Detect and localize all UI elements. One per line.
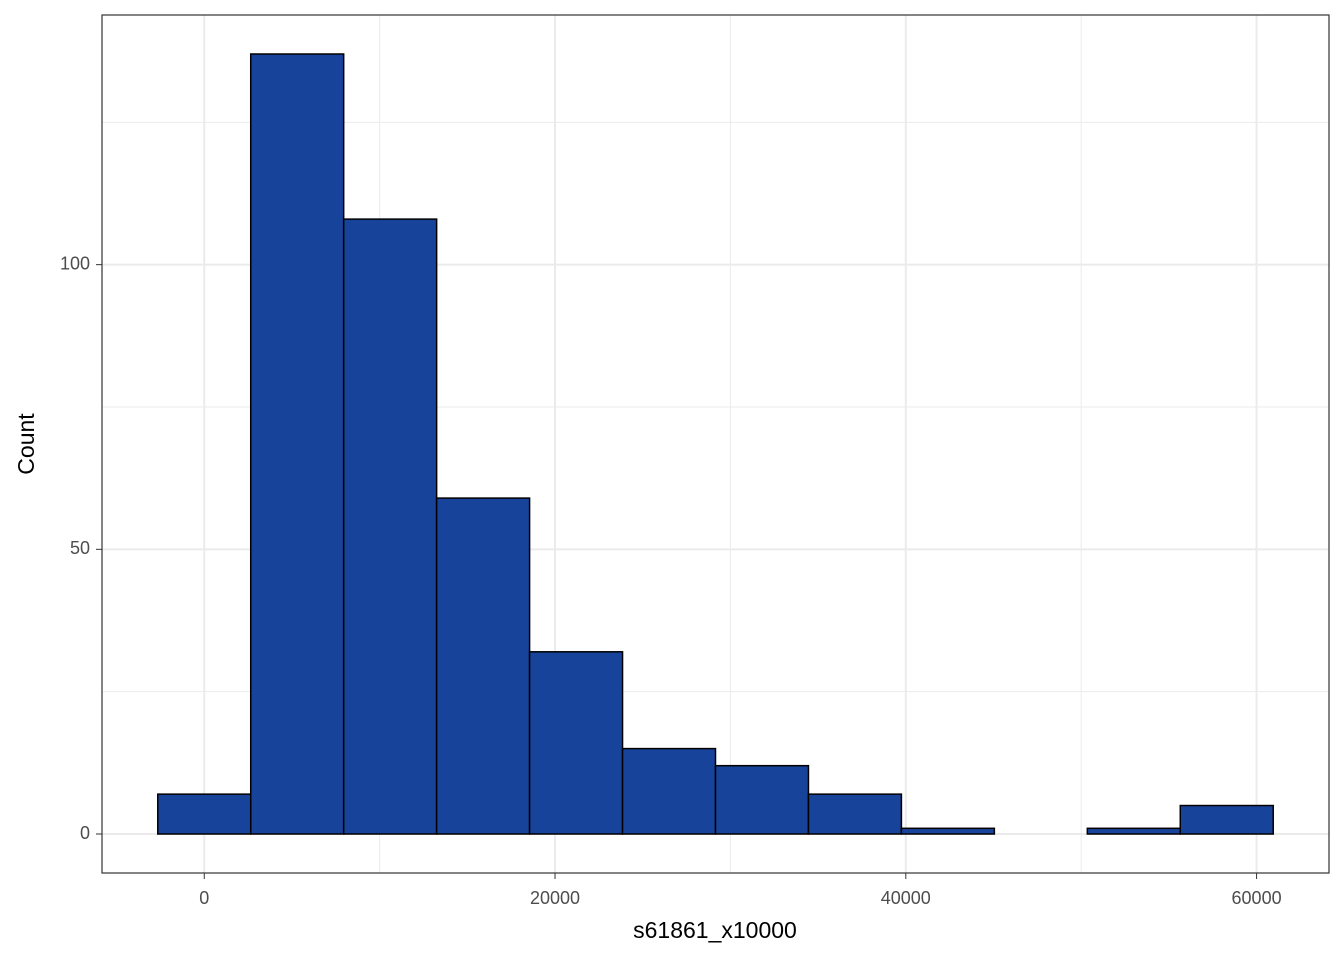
x-tick-label: 40000 bbox=[881, 888, 931, 908]
y-tick-label: 50 bbox=[70, 538, 90, 558]
bar bbox=[1179, 804, 1274, 835]
panel-border bbox=[101, 14, 1330, 874]
y-tick-label: 0 bbox=[80, 823, 90, 843]
bar bbox=[157, 793, 252, 835]
bar bbox=[249, 53, 345, 835]
x-tick-label: 0 bbox=[199, 888, 209, 908]
bar bbox=[621, 747, 717, 835]
x-tick-label: 60000 bbox=[1232, 888, 1282, 908]
bar bbox=[342, 218, 438, 835]
x-axis-title: s61861_x10000 bbox=[633, 917, 797, 943]
bar bbox=[807, 793, 903, 835]
bar bbox=[435, 497, 531, 835]
bar bbox=[900, 827, 996, 835]
y-axis-title: Count bbox=[13, 413, 39, 475]
bar bbox=[1086, 827, 1182, 835]
bar bbox=[528, 651, 624, 835]
bar bbox=[714, 764, 810, 835]
x-tick-label: 20000 bbox=[530, 888, 580, 908]
y-tick-label: 100 bbox=[60, 253, 90, 273]
